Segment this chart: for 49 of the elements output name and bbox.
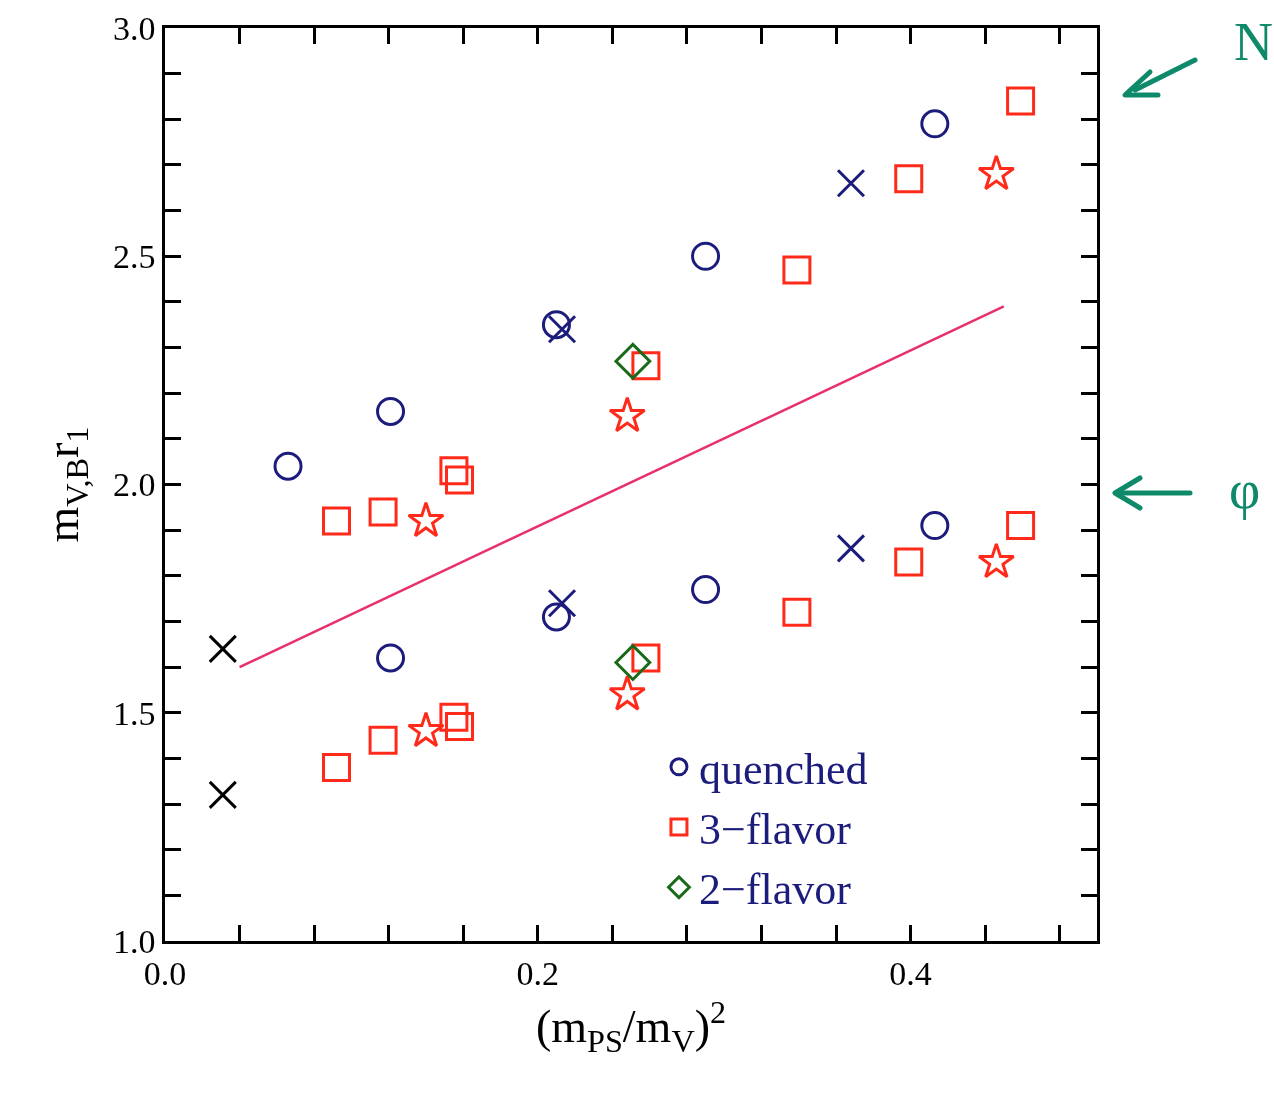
point (608, 674, 647, 711)
point (376, 643, 406, 673)
x-tick-label: 0.4 (889, 954, 932, 992)
point (1006, 511, 1036, 541)
point (541, 602, 571, 632)
point (547, 588, 577, 618)
text: φ (1229, 460, 1261, 520)
point (614, 644, 652, 681)
point (439, 456, 469, 486)
point (208, 634, 238, 664)
legend-label: 2−flavor (698, 865, 852, 915)
point (608, 396, 647, 433)
point (368, 497, 398, 527)
legend-label: 3−flavor (698, 805, 852, 855)
point (541, 310, 571, 340)
point (920, 109, 950, 139)
legend-label: quenched (698, 745, 868, 794)
x-axis-title: (m$_{PS}$/m$_{V}$)$^{2}$ (535, 993, 727, 1059)
point (977, 154, 1016, 191)
point (439, 702, 469, 732)
point (836, 168, 866, 198)
point (547, 314, 577, 344)
y-tick-label: 3.0 (112, 9, 156, 47)
y-tick-label: 1.5 (112, 694, 156, 732)
point (321, 506, 351, 536)
x-tick-label: 0.2 (516, 954, 560, 992)
point (407, 501, 445, 538)
text: N (1234, 12, 1273, 72)
point (1006, 86, 1036, 116)
point (407, 711, 445, 748)
y-tick-label: 2.5 (112, 238, 156, 276)
point (368, 725, 398, 755)
point (208, 780, 238, 810)
point (894, 164, 924, 194)
point (614, 342, 652, 380)
point (273, 451, 303, 481)
point (920, 511, 950, 541)
point (782, 255, 812, 285)
point (445, 465, 475, 495)
point (321, 753, 351, 783)
point (376, 396, 406, 426)
y-tick-label: 2.0 (112, 466, 156, 504)
point (977, 542, 1016, 579)
point (894, 547, 924, 577)
point (691, 575, 721, 604)
point (782, 597, 812, 627)
point (836, 533, 866, 563)
point (691, 241, 721, 271)
point (445, 711, 475, 741)
